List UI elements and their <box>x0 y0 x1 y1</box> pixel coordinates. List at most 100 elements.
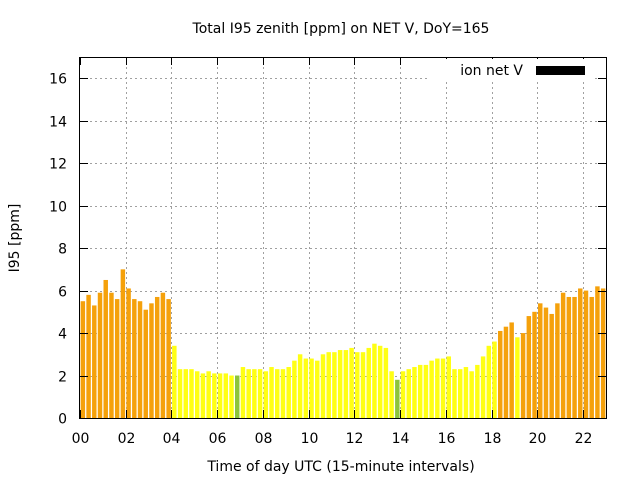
x-tick-label: 08 <box>255 431 273 447</box>
x-tick-label: 18 <box>484 431 502 447</box>
bar <box>349 347 354 418</box>
bar <box>515 337 520 418</box>
bar <box>429 360 434 418</box>
bar <box>417 364 423 418</box>
bar <box>326 352 331 418</box>
bar <box>595 286 600 418</box>
bar <box>372 343 377 418</box>
y-tick-label: 6 <box>58 285 67 301</box>
x-tick-label: 12 <box>346 431 364 447</box>
x-tick-labels: 00 02 04 06 08 10 12 14 16 18 20 22 <box>72 431 593 447</box>
bar <box>183 369 188 418</box>
bar <box>572 296 577 418</box>
x-tick-label: 00 <box>72 431 90 447</box>
bar <box>526 316 532 418</box>
bar <box>600 288 606 418</box>
bar <box>532 311 537 418</box>
bar <box>120 269 126 418</box>
bar <box>457 369 463 418</box>
bar <box>189 369 194 418</box>
bar <box>114 299 120 418</box>
bar <box>400 371 406 418</box>
bar <box>332 352 337 418</box>
bar <box>452 369 457 418</box>
bar <box>143 309 148 418</box>
x-tick-label: 04 <box>163 431 181 447</box>
bar <box>578 288 583 418</box>
bar <box>166 299 171 418</box>
bar <box>280 369 286 418</box>
y-tick-label: 12 <box>49 157 67 173</box>
bar <box>406 369 411 418</box>
bar <box>286 367 291 418</box>
x-tick-label: 14 <box>392 431 410 447</box>
y-tick-label: 10 <box>49 200 67 216</box>
bar <box>212 373 217 418</box>
bar <box>297 354 303 418</box>
bar <box>475 364 480 418</box>
bar <box>303 358 309 418</box>
bar <box>252 369 257 418</box>
legend-swatch <box>536 66 585 75</box>
bar <box>103 279 108 418</box>
bar <box>292 360 297 418</box>
y-tick-label: 14 <box>49 115 67 131</box>
bar <box>229 375 234 418</box>
bar <box>423 364 429 418</box>
bar <box>263 371 269 418</box>
bar <box>383 347 389 418</box>
bar <box>86 294 91 418</box>
x-axis-label: Time of day UTC (15-minute intervals) <box>206 459 474 475</box>
bar <box>80 301 86 418</box>
chart-title: Total I95 zenith [ppm] on NET V, DoY=165 <box>192 21 490 37</box>
bar <box>240 367 246 418</box>
bar <box>560 292 566 418</box>
bar <box>549 313 554 418</box>
y-tick-labels: 0 2 4 6 8 10 12 14 16 <box>49 72 67 428</box>
bar <box>389 371 394 418</box>
bar <box>343 350 349 418</box>
y-axis-label: I95 [ppm] <box>7 204 23 273</box>
bar <box>435 358 440 418</box>
bar <box>269 367 274 418</box>
bar <box>97 292 103 418</box>
legend-background <box>428 59 593 81</box>
bar <box>360 352 366 418</box>
y-tick-label: 16 <box>49 72 67 88</box>
bar <box>149 303 154 418</box>
legend-label: ion net V <box>460 63 523 79</box>
x-tick-label: 16 <box>438 431 456 447</box>
bar <box>440 358 446 418</box>
x-tick-label: 02 <box>118 431 136 447</box>
bar <box>246 369 251 418</box>
bar <box>92 305 97 418</box>
bar <box>498 330 503 418</box>
legend: ion net V <box>428 59 593 81</box>
x-tick-label: 10 <box>301 431 319 447</box>
bar <box>520 333 526 418</box>
bars <box>80 269 606 418</box>
bar <box>126 288 131 418</box>
bar <box>566 296 572 418</box>
bar <box>309 358 314 418</box>
bar <box>377 345 383 418</box>
bar <box>154 296 160 418</box>
bar <box>315 360 320 418</box>
bar <box>337 350 343 418</box>
bar <box>480 356 486 418</box>
bar <box>200 373 206 418</box>
bar <box>172 345 177 418</box>
bar <box>206 371 211 418</box>
plot-frame <box>79 57 607 419</box>
bar <box>223 373 229 418</box>
grid <box>80 57 606 418</box>
bar <box>217 373 223 418</box>
bar <box>320 354 326 418</box>
bar <box>194 371 200 418</box>
x-tick-label: 22 <box>575 431 593 447</box>
bar <box>177 369 183 418</box>
bar <box>366 347 371 418</box>
y-tick-label: 8 <box>58 242 67 258</box>
bar <box>395 379 400 418</box>
